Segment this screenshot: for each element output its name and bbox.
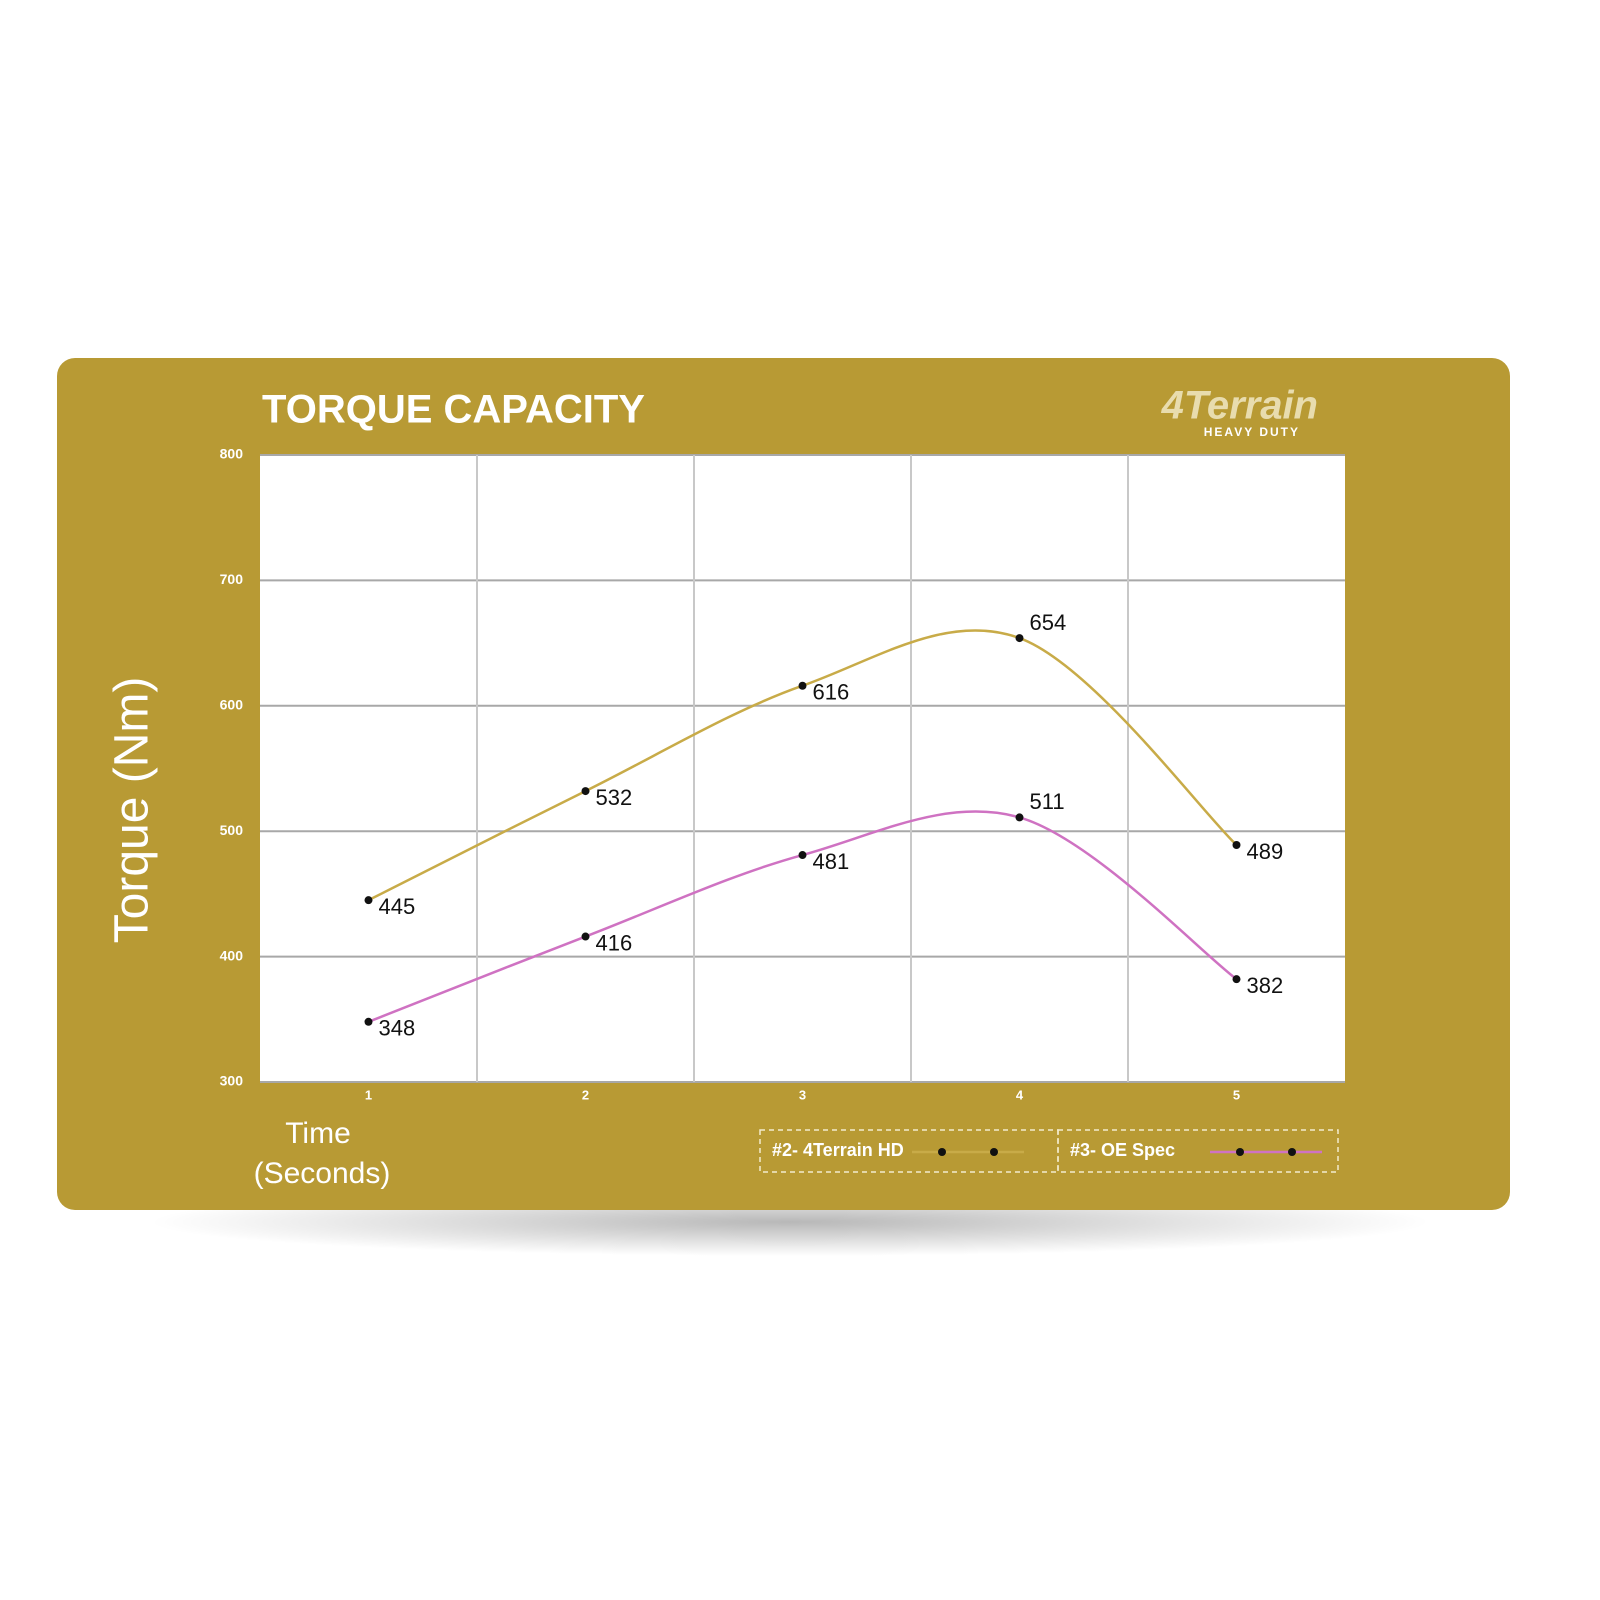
logo-tagline: HEAVY DUTY	[1204, 425, 1300, 439]
x-tick-label: 3	[799, 1087, 806, 1102]
data-label: 445	[379, 894, 416, 919]
data-label: 348	[379, 1016, 416, 1041]
data-label: 654	[1030, 610, 1067, 635]
y-tick-label: 400	[220, 947, 244, 963]
chart-title: TORQUE CAPACITY	[262, 388, 645, 432]
x-tick-label: 1	[365, 1087, 372, 1102]
legend-marker	[1288, 1148, 1296, 1156]
y-tick-label: 600	[220, 697, 244, 713]
data-label: 416	[596, 930, 633, 955]
legend-marker	[990, 1148, 998, 1156]
data-point	[798, 851, 807, 860]
data-label: 532	[596, 785, 633, 810]
data-point	[1015, 634, 1024, 643]
data-point	[581, 932, 590, 941]
x-tick-label: 5	[1233, 1087, 1240, 1102]
y-tick-label: 700	[220, 571, 244, 587]
data-point	[581, 787, 590, 796]
y-axis-label: Torque (Nm)	[106, 677, 159, 944]
data-point	[364, 1017, 373, 1026]
x-tick-label: 4	[1016, 1087, 1024, 1102]
legend-box	[1057, 1129, 1339, 1173]
data-point	[1232, 840, 1241, 849]
y-tick-label: 800	[220, 446, 244, 462]
data-point	[364, 896, 373, 905]
logo-name: 4Terrain	[1161, 384, 1318, 428]
data-label: 489	[1247, 839, 1284, 864]
legend-label: #3- OE Spec	[1070, 1140, 1175, 1160]
data-label: 511	[1030, 789, 1065, 814]
data-point	[1232, 975, 1241, 984]
legend-label: #2- 4Terrain HD	[772, 1140, 904, 1160]
data-label: 481	[813, 849, 850, 874]
plot-area	[260, 455, 1345, 1082]
x-tick-label: 2	[582, 1087, 589, 1102]
y-tick-label: 300	[220, 1073, 244, 1089]
data-label: 616	[813, 680, 850, 705]
legend-marker	[1236, 1148, 1244, 1156]
x-axis-label: Time	[285, 1117, 351, 1150]
y-tick-label: 500	[220, 822, 244, 838]
legend-marker	[938, 1148, 946, 1156]
data-point	[1015, 813, 1024, 822]
x-axis-label: (Seconds)	[254, 1157, 391, 1190]
data-point	[798, 681, 807, 690]
data-label: 382	[1247, 973, 1284, 998]
